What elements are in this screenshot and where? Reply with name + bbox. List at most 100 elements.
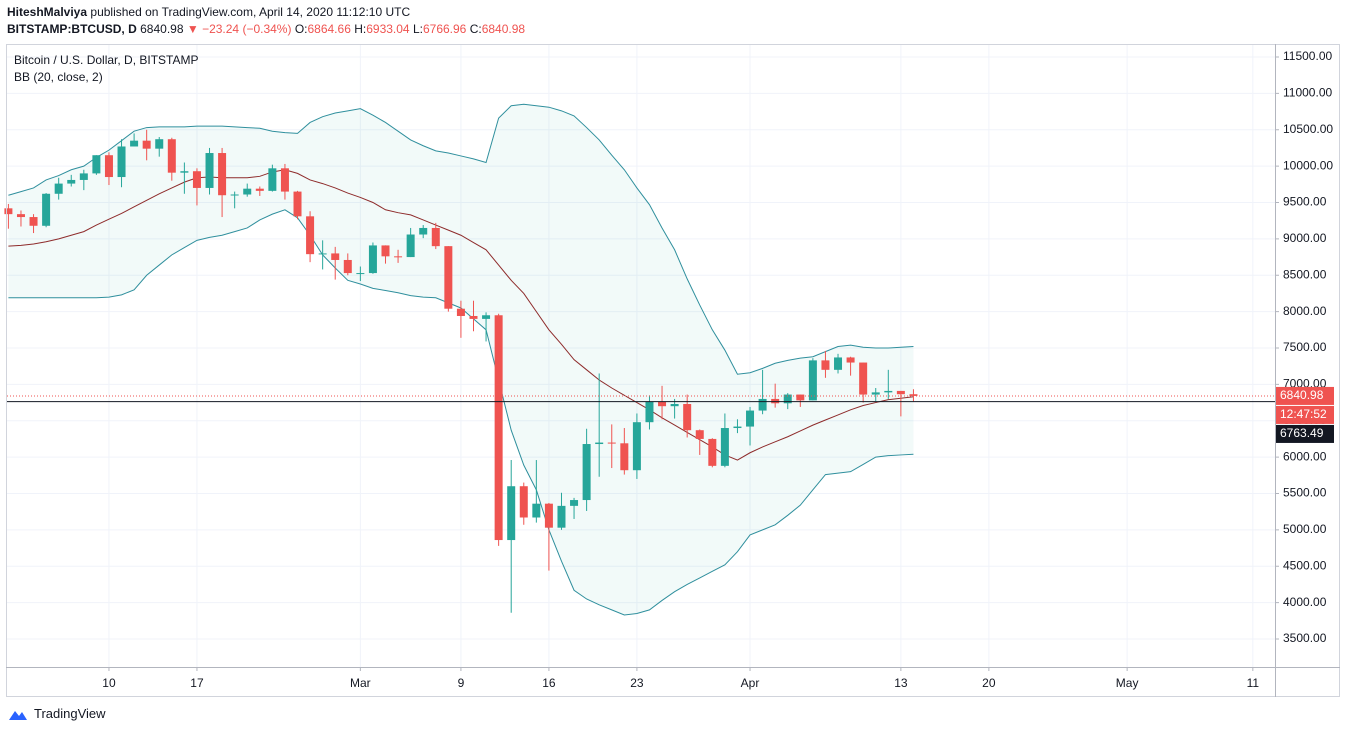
candle-body (29, 217, 38, 226)
candle-body (130, 140, 139, 147)
candle-body (431, 227, 440, 247)
candle-body (507, 486, 516, 541)
x-tick-label: 10 (102, 676, 116, 690)
candle-body (909, 394, 918, 396)
candle-body (42, 193, 51, 226)
countdown-tag: 12:47:52 (1280, 407, 1327, 421)
quote-label: H: (354, 22, 367, 36)
quote-label: O: (294, 22, 308, 36)
candle-body (595, 442, 604, 445)
y-tick-label: 8000.00 (1283, 304, 1327, 318)
y-tick-label: 6000.00 (1283, 449, 1327, 463)
candle-body (670, 404, 679, 407)
y-tick-label: 10500.00 (1283, 122, 1333, 136)
candle-body (104, 155, 113, 178)
candle-body (582, 444, 591, 501)
band-upper (8, 103, 914, 375)
brand: TradingView (34, 706, 106, 721)
candle-body (419, 227, 428, 235)
symbol: BITSTAMP:BTCUSD, D (7, 22, 137, 36)
candle-body (4, 208, 13, 215)
candle-body (293, 191, 302, 217)
candle-body (532, 503, 541, 518)
y-tick-label: 11500.00 (1283, 49, 1332, 63)
candle-body (243, 188, 252, 195)
quote-value: 6933.04 (366, 22, 410, 36)
candle-body (494, 315, 503, 541)
x-tick-label: 11 (1247, 676, 1260, 690)
candle-body (444, 246, 453, 309)
candle-body (632, 422, 641, 471)
quote-value: 6766.96 (422, 22, 467, 36)
y-tick-label: 4500.00 (1283, 558, 1327, 572)
quote-label: L: (412, 22, 423, 36)
candle-body (695, 430, 704, 439)
candle-body (16, 214, 25, 218)
y-tick-label: 11000.00 (1283, 86, 1332, 100)
candle-body (834, 357, 843, 370)
crosshair-tag: 6763.49 (1280, 426, 1324, 440)
change: ▼ −23.24 (−0.34%) (186, 22, 292, 36)
candle-body (54, 183, 63, 194)
candle-body (381, 245, 390, 257)
candle-body (92, 155, 101, 174)
candle-body (859, 362, 868, 395)
candle-body (67, 179, 76, 184)
x-tick-label: May (1116, 676, 1139, 690)
quote-label: C: (469, 22, 482, 36)
candle-body (117, 146, 126, 178)
candle-body (406, 234, 415, 258)
y-tick-label: 5500.00 (1283, 486, 1327, 500)
y-tick-label: 7500.00 (1283, 340, 1327, 354)
y-tick-label: 5000.00 (1283, 522, 1327, 536)
x-tick-label: 9 (458, 676, 465, 690)
crosshair-tag-bg (1276, 424, 1334, 443)
x-tick-label: Apr (741, 676, 760, 690)
candle-body (758, 398, 767, 411)
y-tick-label: 10000.00 (1283, 158, 1333, 172)
candle-body (205, 153, 214, 188)
y-tick-label: 4000.00 (1283, 595, 1327, 609)
countdown-tag-bg (1276, 405, 1334, 424)
candle-body (746, 410, 755, 427)
candle-body (733, 426, 742, 429)
candle-body (280, 168, 289, 192)
candle-body (683, 404, 692, 431)
candle-body (306, 216, 315, 255)
candle-body (318, 253, 327, 255)
candle-body (846, 357, 855, 363)
band-basis (8, 169, 914, 461)
candle-body (456, 308, 465, 316)
band-background (8, 104, 914, 615)
x-tick-label: 17 (190, 676, 204, 690)
candle-body (255, 188, 264, 191)
candle-body (356, 273, 365, 275)
candle-body (544, 503, 553, 528)
candle-body (821, 360, 830, 370)
candle-body (557, 505, 566, 528)
y-tick-label: 3500.00 (1283, 631, 1327, 645)
x-tick-label: 23 (630, 676, 644, 690)
frame (6, 44, 1340, 697)
candle-body (620, 443, 629, 471)
quote-line: BITSTAMP:BTCUSD, D 6840.98 ▼ −23.24 (−0.… (7, 22, 525, 36)
candle-body (167, 139, 176, 173)
last: 6840.98 (140, 22, 184, 36)
x-tick-label: 20 (982, 676, 996, 690)
candle-body (192, 171, 201, 188)
candle-body (796, 394, 805, 401)
candle-body (343, 259, 352, 274)
candle-body (884, 390, 893, 393)
quote-value: 6840.98 (481, 22, 526, 36)
author: HiteshMalviya (7, 5, 88, 19)
candle-body (79, 173, 88, 180)
published: published on TradingView.com, April 14, … (90, 5, 411, 19)
candle-body (607, 442, 616, 444)
header-line: HiteshMalviya published on TradingView.c… (7, 5, 410, 19)
candle-body (268, 168, 277, 191)
candle-body (708, 438, 717, 466)
x-tick-label: 13 (894, 676, 908, 690)
quote-value: 6864.66 (307, 22, 351, 36)
